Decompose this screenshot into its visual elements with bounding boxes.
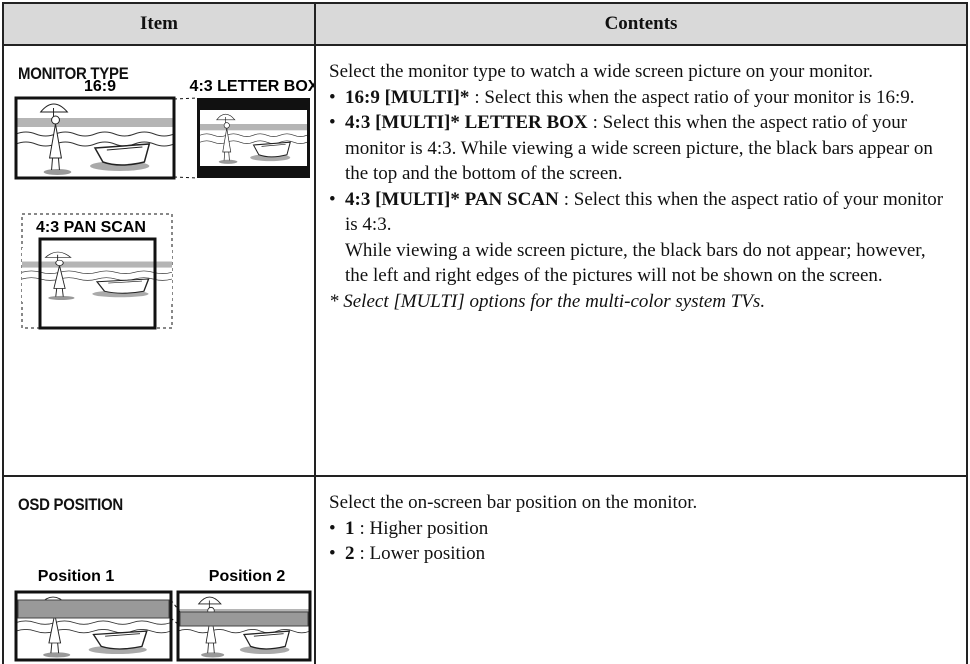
item-cell: MONITOR TYPE 1 <box>4 46 314 475</box>
header-text: Item <box>140 13 178 34</box>
item-title: OSD POSITION <box>18 495 123 514</box>
header-item: Item <box>3 3 315 45</box>
option: 4:3 [MULTI]* PAN SCAN: Select this when … <box>329 187 950 238</box>
option-term: 2 <box>345 543 355 564</box>
header-contents: Contents <box>315 3 967 45</box>
option-text: : Lower position <box>359 543 486 564</box>
illustration-label: Position 1 <box>38 568 115 585</box>
contents-cell: Select the on-screen bar position on the… <box>316 477 966 664</box>
option-text: : Select this when the aspect ratio of y… <box>345 188 944 236</box>
border <box>2 475 968 477</box>
option-term: 4:3 [MULTI]* LETTER BOX <box>345 112 588 133</box>
border <box>966 2 968 664</box>
border <box>2 44 968 46</box>
intro: Select the on-screen bar position on the… <box>329 492 698 513</box>
osd-illustration: Position 1 Position 2 <box>14 568 312 662</box>
option-term: 16:9 [MULTI]* <box>345 86 470 108</box>
option: 4:3 [MULTI]* LETTER BOX: Select this whe… <box>329 110 950 187</box>
header-text: Contents <box>604 13 678 34</box>
illustration-label: Position 2 <box>209 568 286 585</box>
border <box>314 2 316 664</box>
illustration-label: 4:3 PAN SCAN <box>36 219 146 236</box>
item-cell: OSD POSITION Position 1 Position 2 <box>4 477 314 664</box>
option: 1: Higher position <box>329 516 950 542</box>
border <box>2 2 968 4</box>
intro: Select the monitor type to watch a wide … <box>329 61 873 82</box>
option-term: 4:3 [MULTI]* PAN SCAN <box>345 188 559 210</box>
monitor-illustration: 16:9 4:3 LETTER BOX 4:3 PAN SCAN <box>14 78 314 330</box>
item-title: MONITOR TYPE <box>18 64 129 83</box>
note: * Select [MULTI] options for the multi-c… <box>329 290 766 312</box>
illustration-label: 16:9 <box>84 78 116 95</box>
contents-cell: Select the monitor type to watch a wide … <box>316 46 966 475</box>
option-text: : Select this when the aspect ratio of y… <box>345 112 933 184</box>
option-detail: While viewing a wide screen picture, the… <box>345 239 926 287</box>
illustration-label: 4:3 LETTER BOX <box>190 78 314 95</box>
option-text: : Select this when the aspect ratio of y… <box>474 86 915 108</box>
option-text: : Higher position <box>359 517 489 539</box>
option: 2: Lower position <box>329 541 950 567</box>
option: 16:9 [MULTI]*: Select this when the aspe… <box>329 85 950 111</box>
option-term: 1 <box>345 517 355 539</box>
border <box>2 2 4 664</box>
